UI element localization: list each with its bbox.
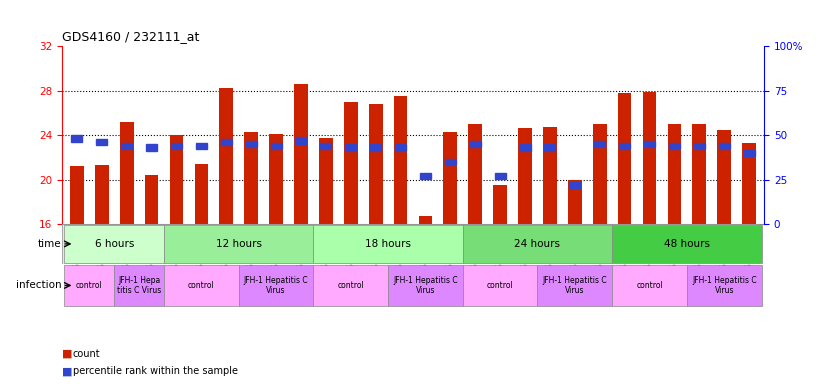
Bar	[95, 165, 109, 224]
Bar	[470, 141, 481, 147]
Text: count: count	[73, 349, 100, 359]
Bar	[296, 137, 306, 144]
Bar	[164, 265, 239, 306]
Text: ■: ■	[62, 366, 73, 376]
Bar	[743, 143, 756, 224]
Bar	[568, 180, 582, 224]
Bar	[394, 96, 407, 224]
Bar	[313, 225, 463, 263]
Text: control: control	[337, 281, 364, 290]
Bar	[313, 265, 388, 306]
Text: 48 hours: 48 hours	[664, 239, 710, 249]
Bar	[644, 141, 655, 147]
Bar	[520, 144, 530, 151]
Bar	[319, 139, 333, 224]
Bar	[594, 141, 605, 147]
Bar	[171, 142, 182, 149]
Bar	[345, 144, 356, 151]
Bar	[593, 124, 606, 224]
Text: control: control	[636, 281, 663, 290]
Text: JFH-1 Hepatitis C
Virus: JFH-1 Hepatitis C Virus	[692, 276, 757, 295]
Bar	[368, 104, 382, 224]
Bar	[717, 129, 731, 224]
Bar	[269, 134, 283, 224]
Bar	[97, 139, 107, 146]
Bar	[620, 142, 630, 149]
Bar	[468, 124, 482, 224]
Bar	[220, 88, 233, 224]
Text: control: control	[188, 281, 215, 290]
Bar	[538, 265, 612, 306]
Text: JFH-1 Hepatitis C
Virus: JFH-1 Hepatitis C Virus	[543, 276, 607, 295]
Text: JFH-1 Hepa
titis C Virus: JFH-1 Hepa titis C Virus	[117, 276, 161, 295]
Bar	[643, 92, 657, 224]
Bar	[543, 127, 557, 224]
Bar	[544, 144, 555, 151]
Bar	[221, 139, 232, 146]
Bar	[719, 142, 729, 149]
Bar	[239, 265, 313, 306]
Text: 12 hours: 12 hours	[216, 239, 262, 249]
Bar	[569, 182, 581, 188]
Bar	[388, 265, 463, 306]
Text: infection: infection	[16, 280, 61, 290]
Bar	[612, 225, 762, 263]
Text: 24 hours: 24 hours	[515, 239, 561, 249]
Bar	[121, 142, 132, 149]
Text: percentile rank within the sample: percentile rank within the sample	[73, 366, 238, 376]
Bar	[64, 265, 114, 306]
Bar	[195, 164, 208, 224]
Bar	[64, 225, 164, 263]
Bar	[395, 144, 406, 151]
Bar	[294, 84, 308, 224]
Bar	[120, 122, 134, 224]
Bar	[419, 216, 432, 224]
Bar	[743, 150, 755, 156]
Bar	[70, 166, 83, 224]
Bar	[445, 159, 456, 165]
Bar	[420, 173, 431, 179]
Bar	[370, 144, 381, 151]
Bar	[463, 225, 612, 263]
Bar	[114, 265, 164, 306]
Bar	[618, 93, 631, 224]
Text: JFH-1 Hepatitis C
Virus: JFH-1 Hepatitis C Virus	[244, 276, 308, 295]
Bar	[667, 124, 681, 224]
Text: JFH-1 Hepatitis C
Virus: JFH-1 Hepatitis C Virus	[393, 276, 458, 295]
Bar	[493, 185, 507, 224]
Bar	[612, 265, 687, 306]
Bar	[669, 142, 680, 149]
Bar	[344, 102, 358, 224]
Bar	[245, 141, 257, 147]
Bar	[146, 144, 157, 151]
Bar	[692, 124, 706, 224]
Text: 18 hours: 18 hours	[365, 239, 411, 249]
Bar	[169, 135, 183, 224]
Bar	[71, 136, 83, 142]
Bar	[164, 225, 313, 263]
Bar	[320, 142, 331, 149]
Bar	[463, 265, 538, 306]
Text: control: control	[76, 281, 102, 290]
Bar	[687, 265, 762, 306]
Bar	[444, 132, 458, 224]
Text: 6 hours: 6 hours	[94, 239, 134, 249]
Text: GDS4160 / 232111_at: GDS4160 / 232111_at	[62, 30, 199, 43]
Bar	[244, 132, 258, 224]
Text: time: time	[38, 239, 61, 249]
Bar	[495, 173, 506, 179]
Bar	[518, 128, 532, 224]
Text: control: control	[487, 281, 514, 290]
Bar	[196, 142, 206, 149]
Text: ■: ■	[62, 349, 73, 359]
Bar	[145, 175, 159, 224]
Bar	[694, 142, 705, 149]
Bar	[271, 142, 282, 149]
